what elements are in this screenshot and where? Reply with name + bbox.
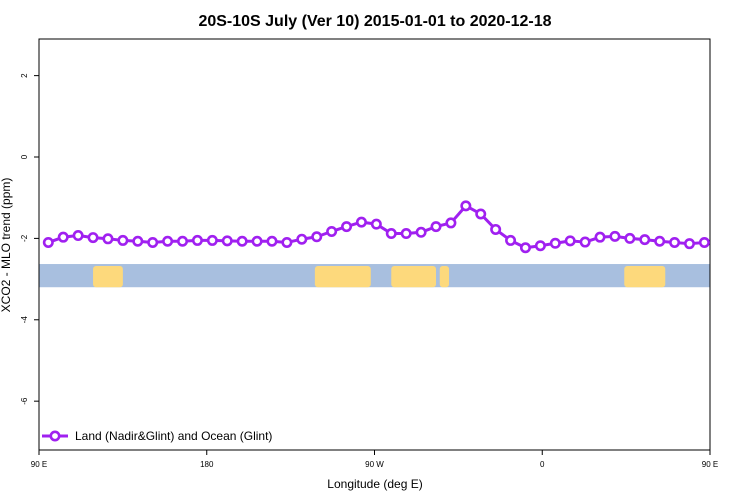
data-point	[177, 235, 189, 247]
data-point	[191, 234, 203, 246]
land-region	[439, 266, 450, 288]
data-point	[445, 217, 457, 229]
y-tick-label: -2	[20, 234, 29, 242]
data-point	[564, 235, 576, 247]
data-point	[549, 237, 561, 249]
data-point	[72, 230, 84, 242]
data-point	[669, 236, 681, 248]
land-region	[391, 266, 437, 288]
land-region	[624, 266, 666, 288]
data-point	[654, 235, 666, 247]
data-point	[683, 238, 695, 250]
data-point	[460, 200, 472, 212]
data-point	[490, 223, 502, 235]
data-point	[519, 242, 531, 254]
data-point	[400, 228, 412, 240]
data-point	[698, 236, 710, 248]
legend: Land (Nadir&Glint) and Ocean (Glint)	[42, 429, 272, 443]
chart-title: 20S-10S July (Ver 10) 2015-01-01 to 2020…	[198, 13, 551, 30]
series-layer	[42, 200, 710, 254]
data-point	[266, 235, 278, 247]
x-tick-label: 90 W	[365, 460, 384, 469]
x-tick-label: 90 E	[31, 460, 47, 469]
data-point	[624, 232, 636, 244]
data-point	[579, 236, 591, 248]
data-point	[102, 233, 114, 245]
data-point	[326, 225, 338, 237]
data-point	[341, 221, 353, 233]
y-tick-label: 0	[20, 154, 29, 159]
x-tick-label: 180	[200, 460, 214, 469]
x-tick-label: 90 E	[702, 460, 718, 469]
data-point	[296, 233, 308, 245]
y-axis-label: XCO2 - MLO trend (ppm)	[0, 178, 13, 313]
data-point	[594, 231, 606, 243]
data-point	[57, 231, 69, 243]
land-region	[93, 266, 123, 288]
legend-point-marker	[49, 430, 61, 442]
x-axis: 90 E 180 90 W 0 90 E	[31, 450, 718, 469]
x-axis-label: Longitude (deg E)	[327, 477, 422, 491]
ocean-band	[39, 264, 710, 288]
data-point	[281, 236, 293, 248]
data-point	[147, 236, 159, 248]
data-point	[639, 234, 651, 246]
data-point	[370, 218, 382, 230]
data-point	[162, 235, 174, 247]
data-point	[132, 235, 144, 247]
data-point	[251, 235, 263, 247]
x-tick-label: 0	[540, 460, 545, 469]
data-point	[385, 228, 397, 240]
land-region	[314, 266, 371, 288]
data-point	[236, 235, 248, 247]
data-point	[505, 234, 517, 246]
legend-label: Land (Nadir&Glint) and Ocean (Glint)	[75, 429, 272, 443]
data-point	[355, 216, 367, 228]
land-ocean-band	[39, 264, 710, 288]
data-point	[42, 236, 54, 248]
data-point	[609, 230, 621, 242]
data-point	[475, 208, 487, 220]
y-tick-label: -4	[20, 316, 29, 324]
data-point	[534, 240, 546, 252]
y-axis: 2 0 -2 -4 -6	[20, 73, 39, 405]
data-point	[221, 235, 233, 247]
data-point	[206, 234, 218, 246]
y-tick-label: -6	[20, 397, 29, 405]
y-tick-label: 2	[20, 73, 29, 78]
data-point	[117, 234, 129, 246]
data-point	[415, 226, 427, 238]
data-point	[87, 232, 99, 244]
data-point	[311, 231, 323, 243]
data-point	[430, 221, 442, 233]
